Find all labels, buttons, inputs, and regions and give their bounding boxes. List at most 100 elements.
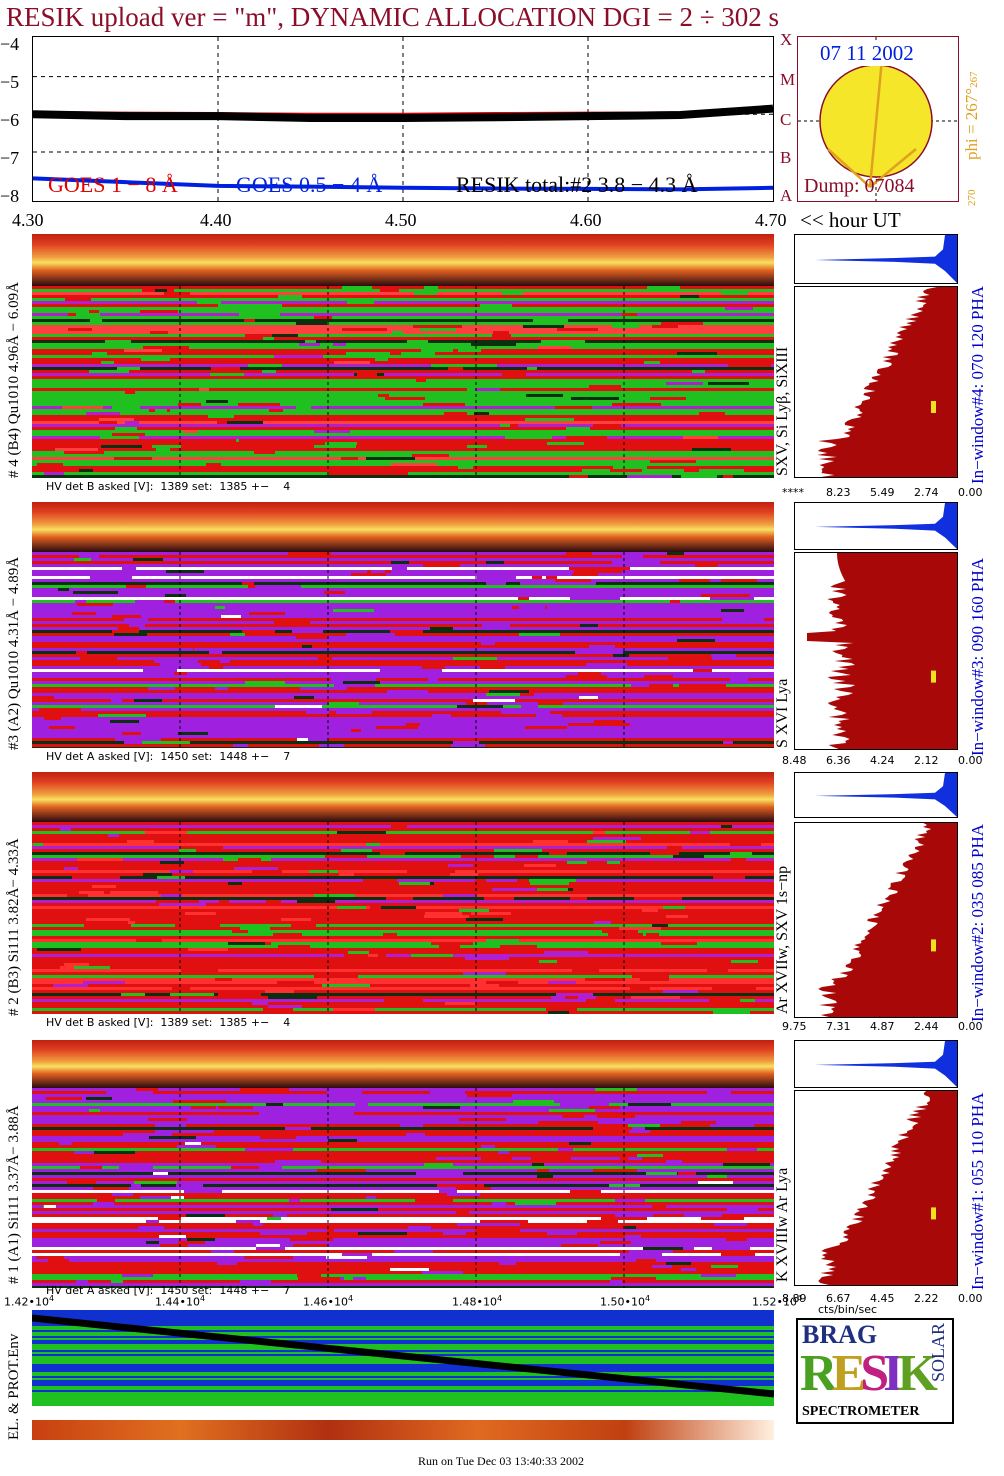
heatmap-cell (117, 367, 140, 370)
heatmap-cell (314, 430, 350, 433)
heatmap-row (32, 1238, 774, 1241)
heatmap-cell (115, 558, 132, 561)
heatmap-cell (710, 597, 754, 600)
heatmap-cell (517, 693, 534, 696)
heatmap-cell (341, 849, 372, 852)
heatmap-cell (547, 1232, 577, 1235)
heatmap-cell (562, 1208, 577, 1211)
heatmap-cell (411, 954, 453, 957)
profile-axis: 9.75 7.31 4.87 2.44 0.00 (782, 1020, 983, 1034)
heatmap-cell (156, 1005, 190, 1008)
heatmap-cell (647, 286, 680, 289)
heatmap-row (32, 615, 774, 618)
footer: Run on Tue Dec 03 13:40:33 2002 (418, 1454, 585, 1468)
heatmap-row (32, 867, 774, 870)
env-row (32, 1380, 774, 1382)
heatmap-cell (486, 693, 520, 696)
heatmap-cell (650, 460, 687, 463)
heatmap-cell (149, 1136, 196, 1139)
heatmap-cell (433, 1002, 476, 1005)
heatmap-row (32, 1193, 774, 1196)
series-point (216, 184, 220, 188)
heatmap-cell (89, 310, 99, 313)
env-row (32, 1378, 774, 1380)
heatmap-row (32, 951, 774, 954)
pha-area (815, 773, 957, 817)
env-row (32, 1316, 774, 1318)
heatmap-cell (184, 1190, 222, 1193)
heatmap-cell (327, 1229, 340, 1232)
heatmap-row (32, 1175, 774, 1178)
heatmap-cell (231, 286, 272, 289)
heatmap-cell (385, 397, 425, 400)
heatmap-cell (197, 301, 236, 304)
heatmap-cell (339, 873, 354, 876)
heatmap-row (32, 1265, 774, 1268)
heatmap-cell (215, 978, 232, 981)
heatmap-cell (459, 909, 489, 912)
heatmap-row (32, 579, 774, 582)
heatmap-cell (76, 1280, 88, 1283)
heatmap-row (32, 1247, 774, 1250)
heatmap-cell (533, 678, 577, 681)
heatmap-cell (266, 1178, 279, 1181)
heatmap-cell (352, 1250, 390, 1253)
heatmap-row (32, 954, 774, 957)
heatmap-row (32, 681, 774, 684)
heatmap-cell (553, 963, 592, 966)
heatmap-row (32, 1262, 774, 1265)
heatmap-cell (135, 600, 164, 603)
heatmap-cell (666, 915, 688, 918)
heatmap-cell (325, 960, 367, 963)
phi-label: phi = 267°267 (962, 71, 982, 160)
series-point (309, 116, 312, 120)
heatmap-cell (179, 849, 196, 852)
heatmap-cell (277, 981, 314, 984)
heatmap-cell (407, 870, 455, 873)
heatmap-cell (505, 424, 518, 427)
heatmap-cell (653, 1115, 693, 1118)
heatmap-cell (111, 1280, 123, 1283)
heatmap-cell (167, 415, 208, 418)
heatmap-row (32, 415, 774, 418)
heatmap-row (32, 699, 774, 702)
heatmap-cell (589, 400, 612, 403)
heatmap-cell (296, 322, 327, 325)
heatmap-cell (426, 972, 442, 975)
heatmap-cell (351, 729, 361, 732)
heatmap-cell (571, 1157, 620, 1160)
heatmap-cell (155, 1130, 198, 1133)
heatmap-cell (400, 639, 442, 642)
heatmap-cell (530, 1187, 570, 1190)
legend-goes-short: GOES 0.5 − 4 Å (236, 172, 383, 197)
heatmap-row (32, 558, 774, 561)
heatmap-cell (166, 570, 204, 573)
heatmap-cell (711, 654, 736, 657)
heatmap-cell (308, 334, 351, 337)
heatmap-cell (630, 987, 650, 990)
heatmap-cell (393, 876, 424, 879)
heatmap-cell (263, 1008, 293, 1011)
heatmap-cell (89, 1136, 114, 1139)
heatmap-cell (730, 852, 752, 855)
heatmap-cell (586, 663, 627, 666)
heatmap-cell (472, 732, 484, 735)
heatmap-row (32, 364, 774, 367)
heatmap-cell (319, 744, 344, 747)
heatmap-cell (213, 1112, 242, 1115)
heatmap-cell (537, 1169, 549, 1172)
heatmap-cell (239, 313, 280, 316)
heatmap-cell (523, 918, 562, 921)
heatmap-row (32, 603, 774, 606)
heatmap-cell (424, 915, 469, 918)
heatmap-cell (302, 645, 312, 648)
series-point (494, 115, 497, 119)
heatmap-cell (292, 1112, 326, 1115)
heatmap-cell (456, 591, 492, 594)
heatmap-cell (529, 879, 576, 882)
heatmap-cell (208, 1139, 251, 1142)
pha-small-histogram (794, 234, 958, 284)
heatmap-cell (556, 1169, 572, 1172)
series-point (33, 112, 35, 116)
heatmap-cell (386, 897, 413, 900)
